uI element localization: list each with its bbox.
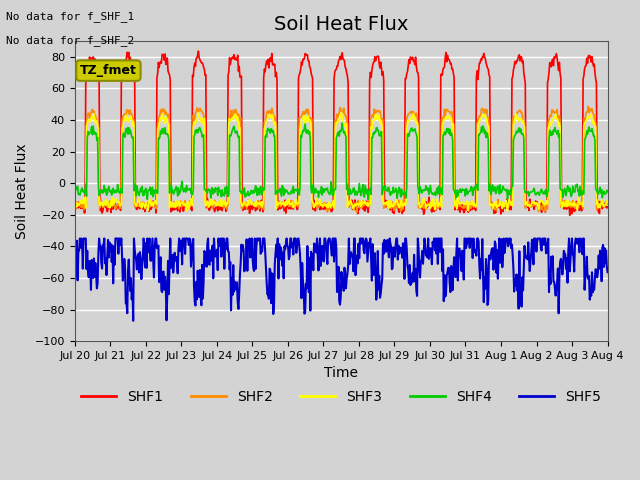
- Line: SHF1: SHF1: [75, 51, 607, 216]
- X-axis label: Time: Time: [324, 366, 358, 381]
- SHF4: [423, 185, 431, 191]
- SHF3: [189, 125, 197, 131]
- Legend: SHF1, SHF2, SHF3, SHF4, SHF5: SHF1, SHF2, SHF3, SHF4, SHF5: [76, 384, 607, 409]
- SHF3: [135, 197, 143, 203]
- SHF3: [422, 205, 430, 211]
- Line: SHF3: SHF3: [75, 112, 607, 211]
- SHF5: [407, 281, 415, 287]
- SHF2: [584, 104, 592, 109]
- SHF4: [407, 126, 415, 132]
- SHF4: [364, 197, 372, 203]
- SHF2: [406, 109, 414, 115]
- SHF1: [135, 203, 143, 209]
- SHF4: [604, 189, 611, 194]
- SHF5: [604, 269, 611, 275]
- SHF2: [189, 112, 197, 118]
- SHF3: [338, 109, 346, 115]
- Y-axis label: Soil Heat Flux: Soil Heat Flux: [15, 144, 29, 239]
- SHF1: [422, 199, 430, 204]
- Line: SHF4: SHF4: [75, 123, 607, 200]
- Title: Soil Heat Flux: Soil Heat Flux: [274, 15, 408, 34]
- SHF5: [137, 255, 145, 261]
- SHF3: [81, 195, 88, 201]
- SHF3: [71, 199, 79, 205]
- Text: No data for f_SHF_2: No data for f_SHF_2: [6, 35, 134, 46]
- SHF5: [219, 243, 227, 249]
- SHF5: [76, 236, 84, 241]
- SHF4: [135, 192, 143, 198]
- SHF1: [218, 208, 226, 214]
- SHF5: [423, 253, 431, 259]
- SHF2: [422, 206, 430, 212]
- SHF1: [566, 213, 573, 218]
- SHF2: [353, 209, 361, 215]
- SHF2: [71, 202, 79, 207]
- SHF4: [81, 188, 88, 193]
- SHF1: [81, 210, 88, 216]
- SHF3: [218, 196, 225, 202]
- Text: TZ_fmet: TZ_fmet: [80, 64, 137, 77]
- SHF5: [191, 299, 198, 304]
- SHF5: [71, 275, 79, 281]
- SHF4: [189, 187, 197, 192]
- Line: SHF2: SHF2: [75, 107, 607, 212]
- SHF3: [504, 208, 511, 214]
- SHF5: [129, 318, 137, 324]
- SHF1: [71, 203, 79, 208]
- SHF2: [81, 206, 88, 212]
- Line: SHF5: SHF5: [75, 239, 607, 321]
- SHF4: [218, 194, 225, 200]
- SHF2: [135, 204, 143, 209]
- SHF2: [218, 204, 225, 209]
- SHF1: [195, 48, 202, 54]
- SHF1: [406, 54, 414, 60]
- SHF2: [604, 201, 611, 206]
- SHF1: [189, 74, 197, 80]
- SHF5: [81, 236, 89, 241]
- SHF4: [71, 192, 79, 197]
- SHF4: [339, 120, 346, 126]
- SHF3: [604, 200, 611, 205]
- SHF3: [406, 115, 414, 121]
- Text: No data for f_SHF_1: No data for f_SHF_1: [6, 11, 134, 22]
- SHF1: [604, 204, 611, 210]
